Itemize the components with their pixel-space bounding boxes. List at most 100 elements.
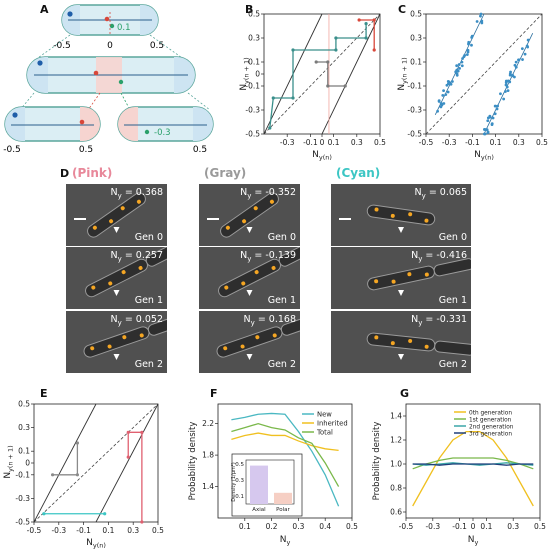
e-point-0-0	[51, 473, 55, 477]
c-point-0-24	[463, 54, 467, 57]
micrograph-col1-gen0: Ny = -0.352 Gen 0	[199, 184, 300, 246]
f-inset-bar-0	[250, 465, 268, 504]
c-point-1-10	[493, 104, 497, 108]
e-ytick-label-1: -0.3	[15, 494, 30, 503]
b-point-0-0	[268, 126, 272, 130]
b-xtick-label-2: 0	[320, 138, 325, 147]
micrograph-ny-label: Ny = 0.065	[414, 187, 467, 200]
f-series-1	[231, 432, 339, 452]
c-xtick-label-0: -0.5	[419, 138, 434, 147]
c-point-1-21	[513, 75, 516, 79]
b-point-1-2	[372, 48, 376, 52]
b-ytick-label-4: 0.1	[248, 58, 260, 67]
micrograph-ny-label: Ny = -0.139	[240, 250, 296, 263]
g-xtick-label-2: -0.1	[452, 522, 467, 531]
c-ytick-label-1: -0.3	[407, 106, 422, 115]
f-series-2	[231, 422, 340, 487]
panel-label-a: A	[40, 3, 49, 16]
micrograph-cells	[66, 184, 167, 246]
chart-b: -0.3 -0.1 0 0.1 0.3 0.5-0.5-0.3-0.100.10.30.5…	[239, 10, 386, 162]
e-xlabel: Ny(n)	[86, 538, 106, 549]
c-ytick-label-2: -0.1	[407, 82, 422, 91]
g-ytick-label-2: 1.0	[390, 460, 402, 469]
c-xtick-label-1: -0.3	[442, 138, 457, 147]
g-xtick-label-5: 0.3	[507, 522, 519, 531]
micrograph-gen-label: Gen 1	[267, 295, 296, 306]
panel-label-f: F	[210, 387, 218, 400]
e-point-0-2	[75, 441, 79, 445]
f-legend-label-2: Total	[316, 429, 333, 437]
panel-label-d: D	[60, 167, 70, 180]
c-point-0-21	[437, 99, 441, 103]
e-xtick-label-2: -0.1	[76, 526, 91, 535]
g-xtick-label-1: -0.3	[425, 522, 440, 531]
g-legend-label-2: 2nd generation	[469, 425, 514, 431]
g-series-1	[412, 457, 534, 470]
c-point-1-33	[504, 90, 507, 93]
e-series-0	[52, 442, 79, 476]
g-xlabel: Ny	[468, 535, 479, 547]
f-inset-ylabel: Density (1/μm²)	[231, 462, 237, 501]
micrograph-col0-gen0: Ny = 0.368 Gen 0	[66, 184, 167, 246]
b-ytick-label-1: -0.3	[245, 106, 260, 115]
c-point-1-9	[514, 60, 518, 64]
micrograph-gen-label: Gen 0	[267, 232, 296, 243]
c-point-0-39	[470, 36, 474, 39]
b-point-0-4	[334, 48, 338, 52]
e-ytick-label-4: 0.1	[18, 447, 30, 456]
c-point-1-38	[526, 38, 530, 42]
c-point-1-15	[506, 89, 510, 93]
c-point-1-20	[490, 123, 494, 126]
c-point-0-16	[442, 89, 445, 93]
c-ytick-label-4: 0.3	[410, 34, 422, 43]
c-point-0-32	[455, 64, 459, 68]
g-ytick-label-4: 1.4	[390, 412, 402, 421]
micrograph-gen-label: Gen 0	[438, 232, 467, 243]
micrograph-col1-gen2: Ny = 0.168 Gen 2	[199, 311, 300, 373]
b-map-branch-right	[321, 13, 381, 135]
e-ytick-label-3: 0	[25, 459, 30, 468]
c-xtick-label-2: -0.1	[465, 138, 480, 147]
e-series-1	[127, 431, 143, 522]
micrograph-col0-gen1: Ny = 0.257 Gen 1	[66, 247, 167, 309]
b-point-2-0	[314, 60, 318, 64]
c-identity-line	[425, 13, 543, 135]
c-point-0-20	[451, 80, 454, 83]
c-xtick-label-4: 0.3	[513, 138, 525, 147]
f-inset-axes	[245, 459, 295, 505]
c-point-1-42	[520, 47, 524, 51]
a-br-tick: 0.5	[193, 145, 207, 155]
e-point-2-0	[42, 512, 46, 516]
b-ytick-label-6: 0.5	[248, 10, 260, 19]
e-ytick-label-2: -0.1	[15, 470, 30, 479]
e-point-1-2	[140, 430, 144, 434]
c-point-0-27	[455, 73, 459, 77]
g-xtick-label-6: 0.5	[534, 522, 546, 531]
b-point-1-1	[372, 18, 376, 22]
f-inset-xtick-0: Axial	[252, 507, 266, 513]
micrograph-gen-label: Gen 0	[134, 232, 163, 243]
c-point-1-40	[525, 44, 529, 48]
c-point-1-30	[486, 130, 490, 134]
c-point-0-19	[441, 93, 445, 97]
c-point-0-0	[457, 63, 461, 66]
c-point-1-26	[499, 92, 502, 96]
e-point-2-1	[103, 512, 107, 516]
f-xlabel: Ny	[280, 535, 291, 547]
a-bl-tick-left: -0.5	[3, 145, 21, 155]
e-map-branch-right	[95, 403, 159, 523]
c-point-1-36	[488, 114, 492, 118]
f-inset-xtick-1: Polar	[276, 507, 290, 513]
b-point-2-3	[343, 84, 347, 88]
b-point-2-2	[326, 84, 330, 88]
e-point-0-1	[75, 473, 79, 477]
c-point-0-40	[460, 64, 464, 68]
e-point-1-1	[126, 430, 130, 434]
c-point-0-30	[480, 19, 484, 23]
g-series-3	[412, 463, 534, 466]
micrograph-col2-gen0: Ny = 0.065 Gen 0	[331, 184, 471, 246]
panel-a-cell-diagram: -0.5 0 0.5 0.1 -0.5 0.5 -0.3 0.5	[3, 4, 214, 155]
g-ytick-label-3: 1.2	[390, 436, 402, 445]
b-xlabel: Ny(n)	[312, 150, 332, 162]
c-point-0-26	[440, 103, 444, 107]
